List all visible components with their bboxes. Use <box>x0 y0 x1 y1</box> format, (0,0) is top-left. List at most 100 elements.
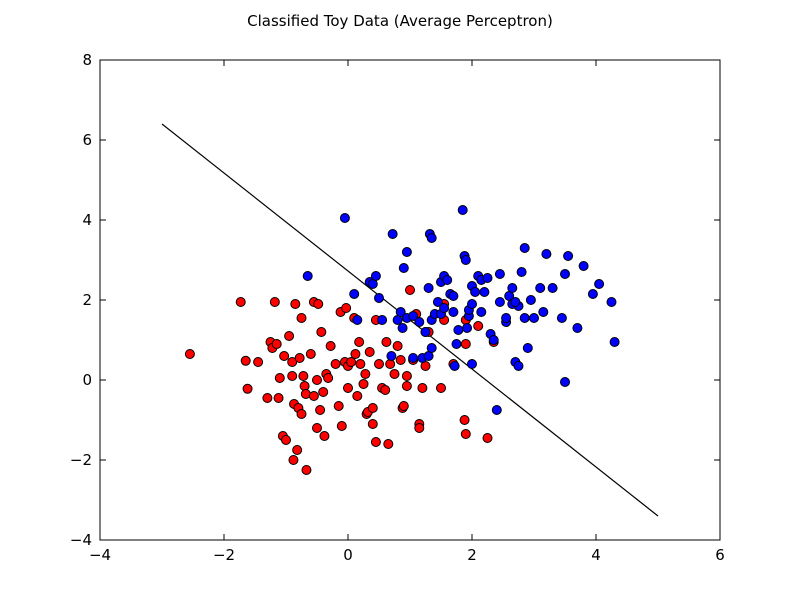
red-data-point <box>358 379 369 389</box>
red-data-point <box>299 381 310 391</box>
blue-data-point <box>578 261 589 271</box>
red-data-point <box>281 435 291 445</box>
blue-data-point <box>448 307 459 317</box>
red-data-point <box>383 439 394 449</box>
red-data-point <box>398 401 409 411</box>
blue-data-point <box>538 307 549 317</box>
red-data-point <box>395 355 406 365</box>
y-tick-label: 0 <box>82 371 92 389</box>
blue-data-point <box>352 315 363 325</box>
blue-data-point <box>442 275 453 285</box>
blue-data-point <box>439 303 450 313</box>
blue-data-point <box>432 297 443 307</box>
red-data-point <box>330 359 341 369</box>
blue-data-point <box>426 343 437 353</box>
red-data-point <box>271 339 282 349</box>
blue-data-point <box>541 249 552 259</box>
red-data-point <box>343 383 353 393</box>
blue-data-point <box>398 263 409 273</box>
red-data-point <box>292 445 303 455</box>
blue-data-point <box>370 271 381 281</box>
blue-data-point <box>426 233 437 243</box>
red-data-point <box>360 369 371 379</box>
blue-data-point <box>460 255 471 265</box>
red-data-point <box>315 405 326 415</box>
red-data-point <box>355 359 366 369</box>
blue-data-point <box>510 297 521 307</box>
red-data-point <box>287 371 298 381</box>
blue-data-point <box>563 251 574 261</box>
blue-data-point <box>525 295 536 305</box>
blue-data-point <box>470 287 481 297</box>
red-data-point <box>460 339 471 349</box>
red-data-point <box>350 349 361 359</box>
red-data-point <box>460 429 471 439</box>
blue-data-point <box>507 283 518 293</box>
blue-data-point <box>556 313 567 323</box>
blue-data-point <box>488 335 499 345</box>
x-tick-label: 6 <box>715 546 725 564</box>
red-data-point <box>364 347 375 357</box>
red-data-point <box>284 331 295 341</box>
blue-data-point <box>494 269 505 279</box>
blue-data-point <box>494 297 505 307</box>
red-data-point <box>290 299 301 309</box>
red-data-point <box>294 353 305 363</box>
red-data-point <box>269 297 280 307</box>
blue-data-point <box>387 229 398 239</box>
blue-data-point <box>547 283 558 293</box>
x-tick-label: 2 <box>467 546 477 564</box>
red-data-point <box>323 373 334 383</box>
blue-data-point <box>451 339 462 349</box>
red-data-point <box>296 313 307 323</box>
x-tick-label: 0 <box>343 546 353 564</box>
blue-data-point <box>377 315 388 325</box>
blue-data-point <box>516 267 527 277</box>
blue-data-point <box>594 279 605 289</box>
blue-data-point <box>529 313 539 323</box>
red-data-point <box>312 375 322 385</box>
red-data-point <box>414 423 425 433</box>
blue-data-point <box>401 247 412 257</box>
blue-data-point <box>457 205 468 215</box>
blue-data-point <box>560 269 570 279</box>
blue-data-point <box>479 287 490 297</box>
y-tick-label: 2 <box>82 291 92 309</box>
blue-data-point <box>467 359 477 369</box>
red-data-point <box>279 351 290 361</box>
blue-data-point <box>423 283 434 293</box>
red-data-point <box>336 421 347 431</box>
blue-data-point <box>482 273 493 283</box>
chart-title: Classified Toy Data (Average Perceptron) <box>247 12 553 30</box>
blue-data-point <box>395 307 406 317</box>
red-data-point <box>389 369 400 379</box>
blue-data-point <box>302 271 313 281</box>
red-data-point <box>288 455 299 465</box>
blue-data-point <box>476 307 487 317</box>
red-data-point <box>184 349 195 359</box>
blue-data-point <box>374 293 384 303</box>
red-data-point <box>367 403 378 413</box>
red-data-point <box>313 299 324 309</box>
red-data-point <box>385 359 396 369</box>
red-data-point <box>436 383 446 393</box>
red-data-point <box>367 419 378 429</box>
red-data-point <box>370 437 381 447</box>
blue-data-point <box>349 289 360 299</box>
red-data-point <box>235 297 246 307</box>
red-data-point <box>401 381 412 391</box>
blue-data-point <box>462 323 473 333</box>
red-data-point <box>300 389 311 399</box>
axes-frame <box>99 59 721 541</box>
red-data-point <box>325 341 336 351</box>
red-data-point <box>473 321 484 331</box>
red-data-point <box>380 385 391 395</box>
blue-data-point <box>453 325 464 335</box>
red-data-point <box>240 355 251 366</box>
blue-data-point <box>420 327 431 337</box>
red-data-point <box>308 391 319 401</box>
y-tick-label: 6 <box>82 131 92 149</box>
red-data-point <box>262 393 273 403</box>
blue-data-point <box>606 297 617 307</box>
